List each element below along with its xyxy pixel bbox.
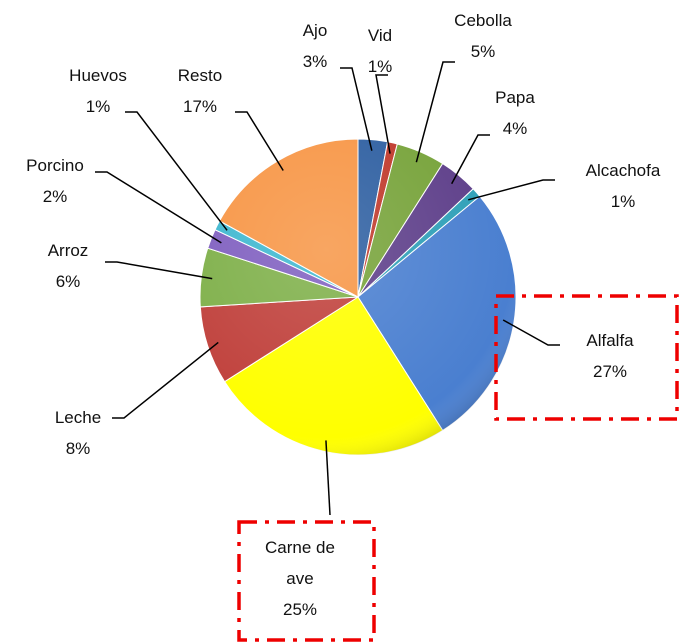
category-label: Leche [54, 408, 102, 427]
category-label: Vid [367, 26, 393, 45]
data-label: Cebolla 5% [438, 5, 528, 67]
leader-line [235, 111, 284, 171]
category-label: Huevos [69, 66, 127, 85]
leader-line [95, 171, 222, 244]
leader-line [105, 261, 213, 280]
leader-line [375, 74, 391, 154]
value-label: 5% [470, 42, 496, 61]
category-label: Papa [495, 88, 535, 107]
value-label: 3% [302, 52, 328, 71]
leader-line [112, 341, 219, 419]
leader-line [125, 111, 228, 231]
category-label: Carne de ave [265, 538, 335, 588]
value-label: 25% [282, 600, 318, 619]
leader-line [325, 440, 331, 516]
pie-shading [200, 139, 516, 455]
category-label: Arroz [47, 241, 89, 260]
data-label: Alcachofa 1% [568, 155, 678, 217]
category-label: Resto [177, 66, 223, 85]
value-label: 8% [65, 439, 91, 458]
value-label: 1% [610, 192, 636, 211]
category-label: Alfalfa [586, 331, 634, 350]
value-label: 2% [42, 187, 68, 206]
data-label: Carne de ave 25% [250, 532, 350, 625]
category-label: Cebolla [454, 11, 512, 30]
category-label: Porcino [26, 156, 84, 175]
category-label: Ajo [302, 21, 328, 40]
data-label: Resto 17% [165, 60, 235, 122]
value-label: 17% [182, 97, 218, 116]
data-label: Vid 1% [355, 20, 405, 82]
data-label: Leche 8% [48, 402, 108, 464]
data-label: Ajo 3% [285, 15, 345, 77]
value-label: 1% [367, 57, 393, 76]
data-label: Arroz 6% [38, 235, 98, 297]
leader-line [451, 134, 490, 185]
value-label: 1% [85, 97, 111, 116]
category-label: Alcachofa [585, 161, 661, 180]
highlight-box [237, 520, 376, 642]
value-label: 4% [502, 119, 528, 138]
leader-line [502, 319, 560, 346]
highlight-box [494, 294, 679, 421]
value-label: 27% [592, 362, 628, 381]
data-label: Porcino 2% [10, 150, 100, 212]
leader-line [468, 179, 555, 201]
data-label: Alfalfa 27% [565, 325, 655, 387]
leader-line [340, 67, 373, 151]
leader-line [415, 61, 455, 163]
value-label: 6% [55, 272, 81, 291]
data-label: Papa 4% [485, 82, 545, 144]
data-label: Huevos 1% [53, 60, 143, 122]
